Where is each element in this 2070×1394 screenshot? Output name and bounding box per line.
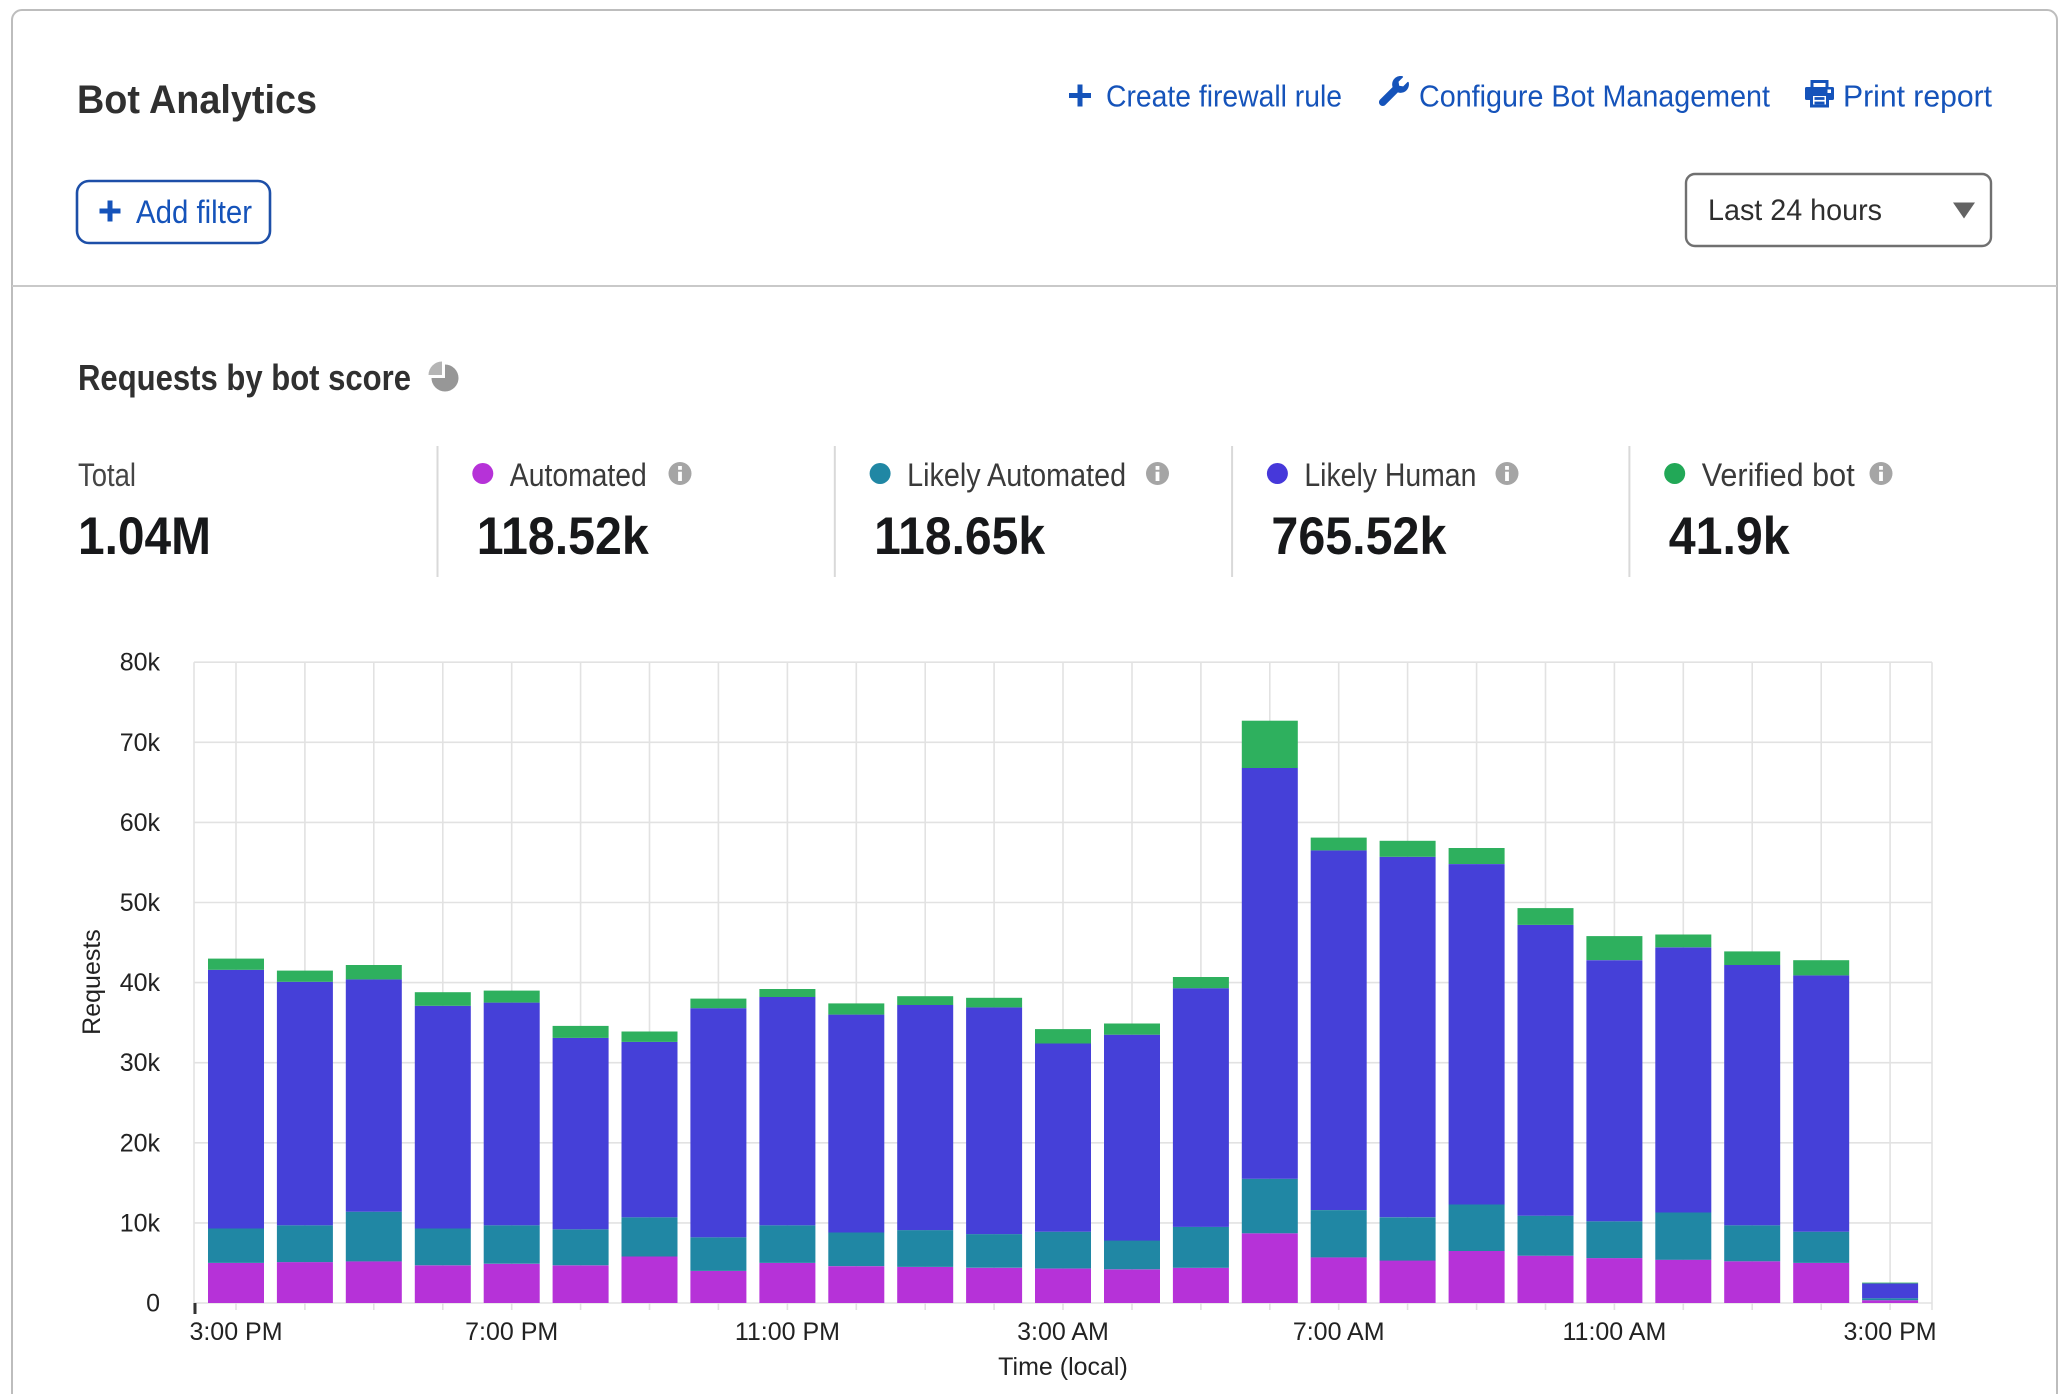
svg-text:Bot Analytics: Bot Analytics [77, 78, 317, 122]
svg-text:Time (local): Time (local) [998, 1353, 1128, 1381]
svg-text:60k: 60k [120, 809, 161, 837]
svg-text:Last 24 hours: Last 24 hours [1708, 194, 1882, 227]
svg-text:Add filter: Add filter [136, 194, 252, 230]
svg-text:70k: 70k [120, 729, 161, 757]
svg-text:80k: 80k [120, 649, 161, 677]
svg-text:Verified bot: Verified bot [1702, 457, 1855, 493]
svg-text:Configure Bot Management: Configure Bot Management [1419, 79, 1770, 114]
svg-text:Automated: Automated [510, 457, 647, 493]
svg-text:Likely Human: Likely Human [1304, 457, 1476, 493]
svg-text:50k: 50k [120, 889, 161, 917]
svg-text:20k: 20k [120, 1129, 161, 1157]
svg-text:765.52k: 765.52k [1271, 507, 1446, 566]
svg-text:Requests by bot score: Requests by bot score [78, 357, 411, 398]
svg-text:10k: 10k [120, 1209, 161, 1237]
svg-text:Likely Automated: Likely Automated [907, 457, 1126, 493]
svg-text:118.65k: 118.65k [874, 507, 1045, 566]
svg-text:Print report: Print report [1843, 79, 1992, 114]
svg-text:7:00 AM: 7:00 AM [1293, 1318, 1385, 1346]
svg-text:40k: 40k [120, 969, 161, 997]
svg-text:41.9k: 41.9k [1669, 507, 1790, 566]
svg-text:30k: 30k [120, 1049, 161, 1077]
svg-text:7:00 PM: 7:00 PM [465, 1318, 558, 1346]
svg-text:Total: Total [78, 457, 136, 493]
svg-text:3:00 AM: 3:00 AM [1017, 1318, 1109, 1346]
svg-text:3:00 PM: 3:00 PM [189, 1318, 282, 1346]
svg-text:3:00 PM: 3:00 PM [1844, 1318, 1937, 1346]
svg-text:Requests: Requests [78, 929, 106, 1035]
svg-text:11:00 PM: 11:00 PM [735, 1318, 840, 1346]
svg-text:11:00 AM: 11:00 AM [1563, 1318, 1667, 1346]
svg-text:Create firewall rule: Create firewall rule [1106, 79, 1342, 114]
svg-text:1.04M: 1.04M [78, 507, 211, 566]
svg-text:118.52k: 118.52k [477, 507, 649, 566]
svg-text:0: 0 [146, 1290, 160, 1318]
